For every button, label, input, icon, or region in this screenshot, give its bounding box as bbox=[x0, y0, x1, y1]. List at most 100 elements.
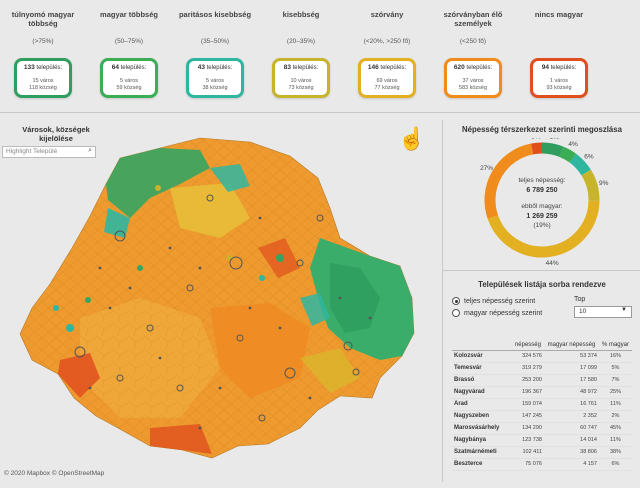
category-header: paritásos kisebbség (35–50%) bbox=[178, 10, 252, 45]
search-placeholder: Highlight Települé bbox=[6, 148, 58, 155]
table-row[interactable]: Beszterce 75 076 4 157 6% bbox=[452, 458, 632, 471]
row-pct: 38% bbox=[598, 446, 632, 459]
sort-by-total-radio[interactable]: teljes népesség szerint bbox=[452, 297, 535, 305]
donut-slices bbox=[484, 142, 600, 258]
donut-center-value-1: 6 789 250 bbox=[526, 187, 557, 194]
col-header-population[interactable]: népesség bbox=[512, 330, 544, 351]
table-row[interactable]: Brassó 253 200 17 580 7% bbox=[452, 374, 632, 387]
card-cities: 10 város bbox=[290, 78, 312, 84]
donut-center-value-2: 1 269 259 bbox=[526, 213, 557, 220]
card-breakdown: 5 város 59 község bbox=[103, 78, 155, 92]
category-title: nincs magyar bbox=[534, 10, 584, 19]
settlement-table: népesség magyar népesség % magyar Kolozs… bbox=[452, 330, 632, 471]
donut-slice[interactable] bbox=[484, 143, 534, 219]
donut-slice-label: 44% bbox=[546, 260, 559, 267]
row-pct: 6% bbox=[598, 458, 632, 471]
donut-slice[interactable] bbox=[487, 200, 600, 258]
row-name: Marosvásárhely bbox=[452, 422, 512, 435]
row-pct: 11% bbox=[598, 398, 632, 411]
donut-slice-label: 27% bbox=[480, 165, 493, 172]
category-card[interactable]: 146 település: 69 város 77 község bbox=[358, 58, 416, 98]
table-row[interactable]: Kolozsvár 324 576 53 374 16% bbox=[452, 350, 632, 363]
map-region bbox=[104, 208, 130, 238]
card-count: 94 bbox=[541, 64, 549, 71]
card-unit: település: bbox=[380, 65, 407, 71]
category-title: szórványban élő személyek bbox=[443, 10, 503, 28]
category-card[interactable]: 64 település: 5 város 59 község bbox=[100, 58, 158, 98]
card-cities: 1 város bbox=[549, 78, 569, 84]
card-villages: 73 község bbox=[288, 85, 314, 91]
row-name: Brassó bbox=[452, 374, 512, 387]
category-range: (<20%, >250 fő) bbox=[363, 38, 411, 45]
category-header: szórvány (<20%, >250 fő) bbox=[350, 10, 424, 45]
category-card[interactable]: 43 település: 5 város 38 község bbox=[186, 58, 244, 98]
map-panel-title: Városok, községek kijelölése bbox=[22, 125, 90, 143]
donut-slice[interactable] bbox=[569, 153, 591, 176]
card-cities: 5 város bbox=[205, 78, 225, 84]
search-icon: ⌕ bbox=[88, 147, 92, 154]
donut-center-pct: (19%) bbox=[533, 222, 550, 229]
table-row[interactable]: Szatmárnémeti 102 411 38 806 38% bbox=[452, 446, 632, 459]
category-range: (>75%) bbox=[32, 38, 54, 45]
table-row[interactable]: Nagybánya 123 738 14 014 11% bbox=[452, 434, 632, 447]
row-pct: 25% bbox=[598, 386, 632, 399]
table-row[interactable]: Nagyszeben 147 245 2 352 2% bbox=[452, 410, 632, 423]
table-row[interactable]: Marosvásárhely 134 290 60 747 45% bbox=[452, 422, 632, 435]
category-card[interactable]: 94 település: 1 város 93 község bbox=[530, 58, 588, 98]
category-header: nincs magyar bbox=[522, 10, 596, 38]
category-title: kisebbség bbox=[282, 10, 320, 19]
card-breakdown: 69 város 77 község bbox=[361, 78, 413, 92]
highlight-search-input[interactable]: Highlight Települé ⌕ bbox=[2, 146, 96, 158]
card-villages: 77 község bbox=[374, 85, 400, 91]
donut-slice[interactable] bbox=[531, 142, 543, 155]
row-name: Arad bbox=[452, 398, 512, 411]
table-row[interactable]: Nagyvárad 196 367 48 972 25% bbox=[452, 386, 632, 399]
top-n-value: 10 bbox=[579, 308, 587, 315]
chevron-down-icon: ▼ bbox=[621, 307, 627, 313]
card-count-line: 620 település: bbox=[447, 64, 499, 71]
top-n-select[interactable]: 10 ▼ bbox=[574, 306, 632, 318]
category-title: paritásos kisebbség bbox=[178, 10, 252, 19]
table-row[interactable]: Temesvár 319 279 17 099 5% bbox=[452, 362, 632, 375]
donut-slice[interactable] bbox=[559, 146, 577, 163]
col-header-hungarian[interactable]: magyar népesség bbox=[543, 330, 599, 351]
city-markers[interactable] bbox=[74, 194, 360, 422]
row-hungarian: 48 972 bbox=[543, 386, 599, 399]
card-count-line: 43 település: bbox=[189, 64, 241, 71]
category-header: magyar többség (50–75%) bbox=[92, 10, 166, 45]
category-range: (35–50%) bbox=[200, 38, 230, 45]
row-name: Szatmárnémeti bbox=[452, 446, 512, 459]
row-hungarian: 2 352 bbox=[543, 410, 599, 423]
col-header-pct[interactable]: % magyar bbox=[598, 330, 632, 351]
card-villages: 93 község bbox=[546, 85, 572, 91]
row-pct: 11% bbox=[598, 434, 632, 447]
row-hungarian: 38 806 bbox=[543, 446, 599, 459]
card-breakdown: 10 város 73 község bbox=[275, 78, 327, 92]
row-population: 102 411 bbox=[512, 446, 544, 459]
donut-slice[interactable] bbox=[581, 169, 600, 202]
card-cities: 15 város bbox=[32, 78, 54, 84]
category-range: (20–35%) bbox=[286, 38, 316, 45]
divider bbox=[442, 270, 640, 271]
donut-slice[interactable] bbox=[541, 142, 564, 157]
card-count: 620 bbox=[453, 64, 465, 71]
category-card[interactable]: 620 település: 37 város 583 község bbox=[444, 58, 502, 98]
population-donut-chart[interactable]: 6% 4% 6% 9% 44% 27% 3% teljes népesség: 6 789 … bbox=[452, 138, 634, 268]
radio-label: teljes népesség szerint bbox=[464, 297, 536, 305]
row-hungarian: 53 374 bbox=[543, 350, 599, 363]
row-population: 319 279 bbox=[512, 362, 544, 375]
sort-by-hungarian-radio[interactable]: magyar népesség szerint bbox=[452, 309, 542, 317]
card-unit: település: bbox=[466, 65, 493, 71]
donut-slice-label: 9% bbox=[599, 180, 609, 187]
row-name: Nagybánya bbox=[452, 434, 512, 447]
category-card[interactable]: 133 település: 15 város 118 község bbox=[14, 58, 72, 98]
row-pct: 16% bbox=[598, 350, 632, 363]
category-card[interactable]: 83 település: 10 város 73 község bbox=[272, 58, 330, 98]
table-row[interactable]: Arad 159 074 16 761 11% bbox=[452, 398, 632, 411]
romania-map[interactable] bbox=[0, 128, 440, 468]
row-name: Beszterce bbox=[452, 458, 512, 471]
donut-title: Népesség térszerkezet szerinti megoszlás… bbox=[462, 125, 622, 134]
map-region bbox=[300, 293, 330, 326]
row-hungarian: 16 761 bbox=[543, 398, 599, 411]
row-name: Temesvár bbox=[452, 362, 512, 375]
